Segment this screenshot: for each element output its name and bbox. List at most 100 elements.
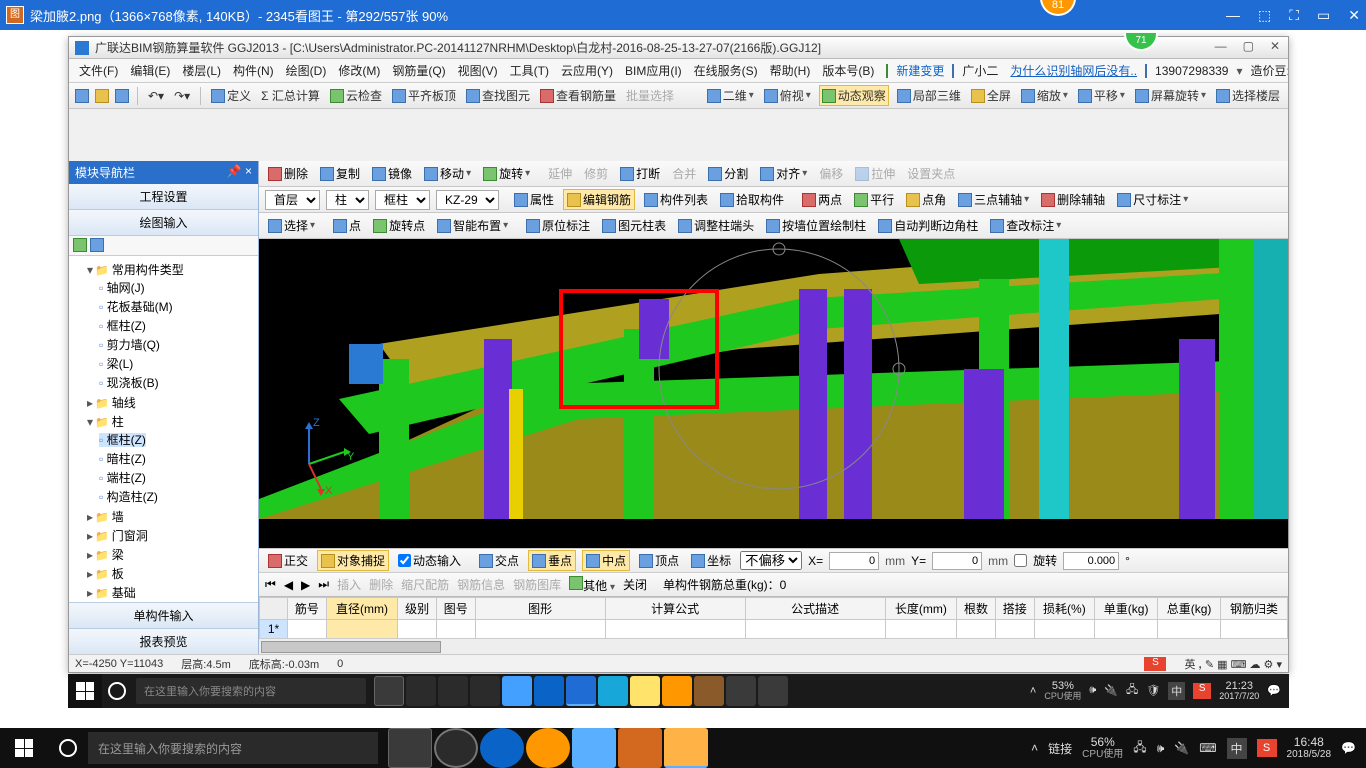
sum-button[interactable]: Σ 汇总计算 <box>259 86 322 105</box>
rebar-grid[interactable]: 筋号 直径(mm) 级别 图号 图形 计算公式 公式描述 长度(mm) 根数 搭… <box>259 596 1288 638</box>
tree-beam[interactable]: 梁(L) <box>99 354 256 373</box>
selfloor-button[interactable]: 选择楼层 <box>1214 86 1282 105</box>
menu-view[interactable]: 视图(V) <box>454 60 502 81</box>
menu-file[interactable]: 文件(F) <box>75 60 122 81</box>
tree-slab[interactable]: 现浇板(B) <box>99 373 256 392</box>
viewer-close-button[interactable]: ✕ <box>1348 7 1360 24</box>
menu-cloud[interactable]: 云应用(Y) <box>557 60 617 81</box>
floor-select[interactable]: 首层 <box>265 190 320 210</box>
cloudcheck-button[interactable]: 云检查 <box>328 86 384 105</box>
sogou-icon[interactable]: S <box>1144 657 1166 671</box>
first-icon[interactable]: ⏮ <box>265 577 276 592</box>
notifications-icon[interactable]: 💬 <box>1341 741 1356 755</box>
new-icon[interactable] <box>75 89 89 103</box>
offset-select[interactable]: 不偏移 <box>740 551 802 570</box>
define-button[interactable]: 定义 <box>209 86 253 105</box>
inner-start-button[interactable] <box>68 674 102 708</box>
view2d-button[interactable]: 二维 <box>705 86 756 105</box>
zoom-button[interactable]: 缩放 <box>1019 86 1070 105</box>
inner-cortana-icon[interactable] <box>102 682 132 700</box>
user-name[interactable]: 广小二 <box>958 60 1002 81</box>
menu-draw[interactable]: 绘图(D) <box>282 60 331 81</box>
tree-col-end[interactable]: 端柱(Z) <box>99 468 256 487</box>
grid-hscroll[interactable] <box>259 638 1288 654</box>
menu-modify[interactable]: 修改(M) <box>334 60 384 81</box>
find-button[interactable]: 查找图元 <box>464 86 532 105</box>
category-select[interactable]: 柱 <box>326 190 369 210</box>
sogou-tray-icon[interactable]: S <box>1257 739 1277 757</box>
nav-tree[interactable]: ▾常用构件类型 轴网(J) 花板基础(M) 框柱(Z) 剪力墙(Q) 梁(L) … <box>69 256 258 602</box>
mirror-button[interactable]: 镜像 <box>369 164 415 183</box>
save-icon[interactable] <box>115 89 129 103</box>
tree-raft[interactable]: 花板基础(M) <box>99 297 256 316</box>
new-change-button[interactable]: 新建变更 <box>892 60 948 81</box>
cortana-icon[interactable] <box>48 739 88 757</box>
copy-button[interactable]: 复制 <box>317 164 363 183</box>
menu-help[interactable]: 帮助(H) <box>766 60 815 81</box>
pan-button[interactable]: 平移 <box>1076 86 1127 105</box>
open-icon[interactable] <box>95 89 109 103</box>
redo-button[interactable]: ↷▾ <box>172 88 192 104</box>
menu-bim[interactable]: BIM应用(I) <box>621 60 686 81</box>
menu-version[interactable]: 版本号(B) <box>818 60 878 81</box>
menu-member[interactable]: 构件(N) <box>229 60 278 81</box>
memberlist-button[interactable]: 构件列表 <box>641 190 711 209</box>
nav-tab-report[interactable]: 报表预览 <box>69 628 258 654</box>
pick-button[interactable]: 拾取构件 <box>717 190 787 209</box>
local3d-button[interactable]: 局部三维 <box>895 86 963 105</box>
tree-col-hidden[interactable]: 暗柱(Z) <box>99 449 256 468</box>
orbit-button[interactable]: 动态观察 <box>819 85 889 106</box>
nav-tab-draw[interactable]: 绘图输入 <box>69 210 258 236</box>
viewrebar-button[interactable]: 查看钢筋量 <box>538 86 618 105</box>
app-close-button[interactable]: ✕ <box>1266 39 1284 53</box>
slabtop-button[interactable]: 平齐板顶 <box>390 86 458 105</box>
taskview-icon[interactable] <box>388 728 432 768</box>
inner-ime-icon[interactable]: 中 <box>1168 682 1185 700</box>
props-button[interactable]: 属性 <box>511 190 557 209</box>
type-select[interactable]: 框柱 <box>375 190 430 210</box>
rotate-button[interactable]: 旋转 <box>480 164 533 183</box>
close-rebar-button[interactable]: 关闭 <box>623 576 647 593</box>
tip-link[interactable]: 为什么识别轴网后没有.. <box>1010 62 1137 79</box>
app-max-button[interactable]: ▢ <box>1239 39 1258 53</box>
y-input[interactable] <box>932 552 982 570</box>
edge-icon[interactable] <box>480 728 524 768</box>
tree-col-frame[interactable]: 框柱(Z) <box>99 430 256 449</box>
viewer-restore-button[interactable]: ⬚ <box>1258 7 1271 24</box>
align-button[interactable]: 对齐 <box>757 164 810 183</box>
menu-rebar[interactable]: 钢筋量(Q) <box>388 60 449 81</box>
nav-tab-single[interactable]: 单构件输入 <box>69 602 258 628</box>
undo-button[interactable]: ↶▾ <box>146 88 166 104</box>
viewer-max-button[interactable]: ▭ <box>1317 7 1330 24</box>
tree-axis-grid[interactable]: 轴网(J) <box>99 278 256 297</box>
tree-expand-icon[interactable] <box>73 238 87 252</box>
fullscreen-button[interactable]: 全屏 <box>969 86 1013 105</box>
menu-online[interactable]: 在线服务(S) <box>690 60 762 81</box>
x-input[interactable] <box>829 552 879 570</box>
topview-button[interactable]: 俯视 <box>762 86 813 105</box>
tree-collapse-icon[interactable] <box>90 238 104 252</box>
screenrot-button[interactable]: 屏幕旋转 <box>1133 86 1208 105</box>
editrebar-button[interactable]: 编辑钢筋 <box>563 189 635 210</box>
menu-floor[interactable]: 楼层(L) <box>178 60 225 81</box>
angle-input[interactable] <box>1063 552 1119 570</box>
tree-shearwall[interactable]: 剪力墙(Q) <box>99 335 256 354</box>
viewer-min-button[interactable]: — <box>1226 7 1240 23</box>
app-min-button[interactable]: — <box>1211 39 1231 53</box>
nav-pin-icon[interactable]: 📌 × <box>227 164 252 181</box>
tree-framecol[interactable]: 框柱(Z) <box>99 316 256 335</box>
ime-icon[interactable]: 中 <box>1227 738 1247 759</box>
viewer-full-button[interactable]: ⛶ <box>1289 7 1299 24</box>
move-button[interactable]: 移动 <box>421 164 474 183</box>
select-button[interactable]: 选择 <box>265 216 318 235</box>
tray-link[interactable]: 链接 <box>1048 740 1072 757</box>
3d-viewport[interactable]: Z Y X <box>259 239 1288 548</box>
batchsel-button[interactable]: 批量选择 <box>624 86 676 105</box>
nav-tab-project[interactable]: 工程设置 <box>69 184 258 210</box>
tree-col-constr[interactable]: 构造柱(Z) <box>99 487 256 506</box>
menu-edit[interactable]: 编辑(E) <box>126 60 174 81</box>
tray-clock[interactable]: 16:482018/5/28 <box>1287 736 1332 760</box>
instance-select[interactable]: KZ-29 <box>436 190 499 210</box>
delete-button[interactable]: 删除 <box>265 164 311 183</box>
inner-search-input[interactable]: 在这里输入你要搜索的内容 <box>136 678 366 704</box>
